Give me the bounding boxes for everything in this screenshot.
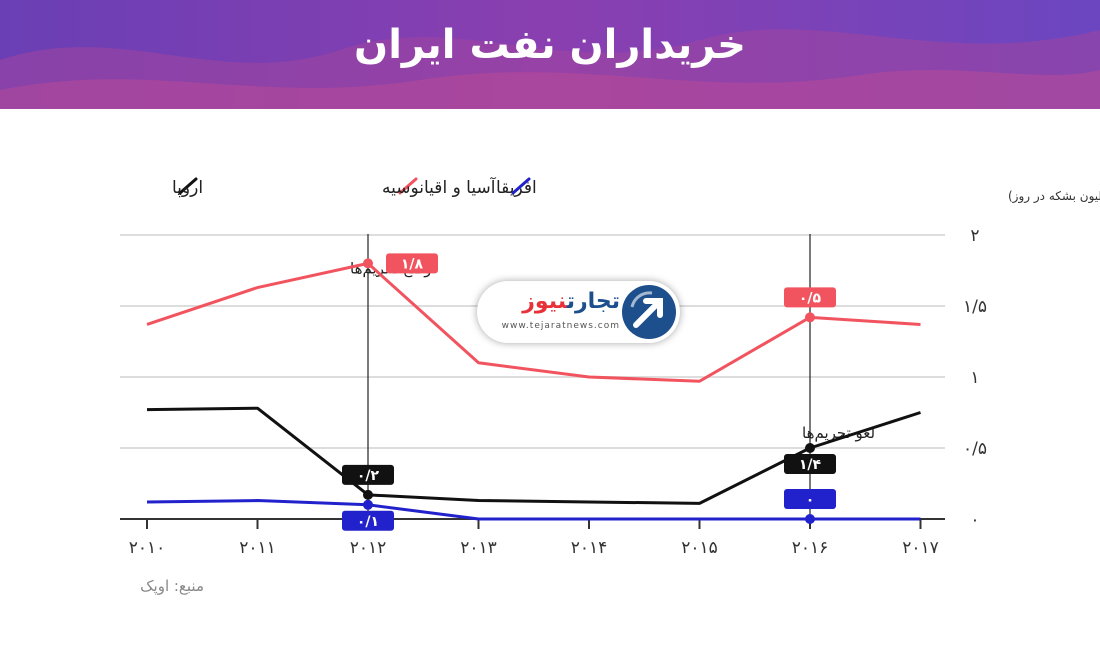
x-tick-label: ۲۰۱۵: [681, 538, 718, 558]
series-line-africa: [146, 499, 921, 521]
data-label-box: [784, 454, 836, 474]
y-axis-unit-label: (میلیون بشکه در روز): [1008, 189, 1100, 204]
data-label: ۰/۱: [357, 514, 379, 530]
data-point: [363, 489, 373, 500]
series-line-asia: [146, 261, 921, 383]
data-label: ۰: [806, 492, 815, 508]
legend-swatch-europe: [178, 177, 198, 195]
legend-label-africa: افریقا: [496, 178, 537, 198]
data-label-box: [386, 253, 438, 274]
x-tick-label: ۲۰۱۷: [902, 538, 939, 558]
legend-label-asia: آسیا و اقیانوسیه: [382, 176, 497, 198]
x-tick-label: ۲۰۱۰: [129, 538, 166, 558]
header-background: [0, 0, 1100, 109]
x-tick-label: ۲۰۱۴: [571, 538, 608, 558]
logo-url: www.tejaratnews.com: [501, 321, 620, 331]
event-label: لغو تحریم‌ها: [802, 424, 875, 442]
brand-logo: تجارتنیوز www.tejaratnews.com: [477, 281, 680, 343]
x-tick-label: ۲۰۱۳: [460, 538, 497, 558]
logo-text: تجارتنیوز: [485, 289, 620, 314]
x-tick-label: ۲۰۱۲: [350, 538, 387, 558]
data-label: ۱/۴: [799, 457, 822, 473]
data-point: [805, 443, 815, 453]
x-tick-label: ۲۰۱۱: [239, 538, 276, 558]
header-banner: خریداران نفت ایران: [0, 0, 1100, 109]
page-title: خریداران نفت ایران: [354, 22, 746, 68]
data-label-box: [342, 464, 394, 485]
data-point: [363, 258, 373, 269]
data-label-box: [784, 489, 836, 509]
legend-swatch-asia: [398, 177, 418, 195]
y-tick-label: ۲: [970, 226, 979, 246]
line-chart: ۰ ۰/۵ ۱ ۱/۵ ۲ (میلیون بشکه در روز) ۲۰۱۰ ۲۰۱۱ ۲۰۱…: [120, 176, 1100, 558]
x-tick-label: ۲۰۱۶: [792, 538, 829, 558]
logo-text-part2: نیوز: [522, 289, 567, 314]
source-note: منبع: اوپک: [140, 577, 204, 595]
data-label-box: [784, 287, 836, 308]
legend-swatch-africa: [511, 177, 531, 195]
y-tick-label: ۰: [970, 510, 979, 530]
data-label: ۰/۲: [357, 468, 380, 484]
data-point: [363, 499, 373, 510]
y-tick-label: ۱/۵: [963, 297, 987, 317]
legend-label-europe: اروپا: [172, 178, 203, 198]
data-point: [805, 312, 815, 323]
logo-arrow-icon: [622, 285, 676, 339]
logo-text-part1: تجارت: [566, 289, 620, 314]
data-label-box: [342, 510, 394, 531]
y-tick-label: ۰/۵: [963, 439, 987, 459]
y-tick-label: ۱: [970, 368, 979, 388]
data-label: ۱/۸: [401, 256, 424, 272]
data-label: ۰/۵: [799, 290, 822, 306]
data-point: [805, 514, 815, 524]
